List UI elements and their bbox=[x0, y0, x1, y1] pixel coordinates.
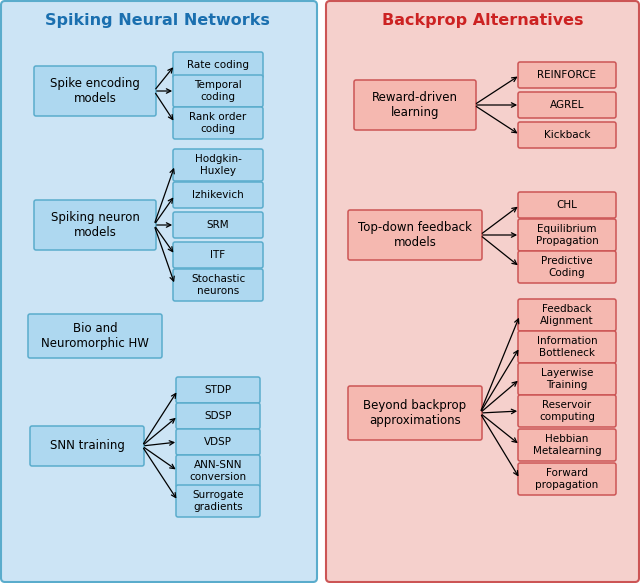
FancyBboxPatch shape bbox=[173, 212, 263, 238]
FancyBboxPatch shape bbox=[518, 395, 616, 427]
Text: Reward-driven
learning: Reward-driven learning bbox=[372, 91, 458, 119]
FancyBboxPatch shape bbox=[348, 210, 482, 260]
Text: Equilibrium
Propagation: Equilibrium Propagation bbox=[536, 224, 598, 246]
FancyBboxPatch shape bbox=[173, 182, 263, 208]
Text: Feedback
Alignment: Feedback Alignment bbox=[540, 304, 594, 326]
FancyBboxPatch shape bbox=[518, 463, 616, 495]
Text: Kickback: Kickback bbox=[544, 130, 590, 140]
FancyBboxPatch shape bbox=[176, 403, 260, 429]
Text: SNN training: SNN training bbox=[49, 440, 124, 452]
Text: Bio and
Neuromorphic HW: Bio and Neuromorphic HW bbox=[41, 322, 149, 350]
FancyBboxPatch shape bbox=[518, 299, 616, 331]
FancyBboxPatch shape bbox=[326, 1, 639, 582]
FancyBboxPatch shape bbox=[348, 386, 482, 440]
FancyBboxPatch shape bbox=[518, 219, 616, 251]
Text: Spiking Neural Networks: Spiking Neural Networks bbox=[45, 13, 269, 29]
Text: Information
Bottleneck: Information Bottleneck bbox=[537, 336, 597, 358]
Text: Reservoir
computing: Reservoir computing bbox=[539, 400, 595, 422]
Text: AGREL: AGREL bbox=[550, 100, 584, 110]
FancyBboxPatch shape bbox=[176, 485, 260, 517]
FancyBboxPatch shape bbox=[173, 269, 263, 301]
Text: Temporal
coding: Temporal coding bbox=[194, 80, 242, 102]
Text: Spiking neuron
models: Spiking neuron models bbox=[51, 211, 140, 239]
FancyBboxPatch shape bbox=[173, 242, 263, 268]
FancyBboxPatch shape bbox=[30, 426, 144, 466]
FancyBboxPatch shape bbox=[176, 429, 260, 455]
FancyBboxPatch shape bbox=[173, 75, 263, 107]
Text: Predictive
Coding: Predictive Coding bbox=[541, 256, 593, 278]
Text: Surrogate
gradients: Surrogate gradients bbox=[192, 490, 244, 512]
Text: Izhikevich: Izhikevich bbox=[192, 190, 244, 200]
Text: ITF: ITF bbox=[211, 250, 225, 260]
Text: VDSP: VDSP bbox=[204, 437, 232, 447]
Text: Layerwise
Training: Layerwise Training bbox=[541, 368, 593, 390]
Text: REINFORCE: REINFORCE bbox=[538, 70, 596, 80]
Text: SRM: SRM bbox=[207, 220, 229, 230]
FancyBboxPatch shape bbox=[34, 200, 156, 250]
Text: Stochastic
neurons: Stochastic neurons bbox=[191, 274, 245, 296]
Text: Beyond backprop
approximations: Beyond backprop approximations bbox=[364, 399, 467, 427]
FancyBboxPatch shape bbox=[34, 66, 156, 116]
FancyBboxPatch shape bbox=[173, 52, 263, 78]
Text: CHL: CHL bbox=[557, 200, 577, 210]
FancyBboxPatch shape bbox=[518, 192, 616, 218]
Text: STDP: STDP bbox=[204, 385, 232, 395]
Text: Spike encoding
models: Spike encoding models bbox=[50, 77, 140, 105]
Text: Forward
propagation: Forward propagation bbox=[536, 468, 598, 490]
FancyBboxPatch shape bbox=[1, 1, 317, 582]
FancyBboxPatch shape bbox=[176, 377, 260, 403]
Text: SDSP: SDSP bbox=[204, 411, 232, 421]
Text: Hebbian
Metalearning: Hebbian Metalearning bbox=[532, 434, 602, 456]
FancyBboxPatch shape bbox=[173, 107, 263, 139]
Text: Rank order
coding: Rank order coding bbox=[189, 112, 246, 134]
FancyBboxPatch shape bbox=[518, 363, 616, 395]
Text: Hodgkin-
Huxley: Hodgkin- Huxley bbox=[195, 154, 241, 176]
FancyBboxPatch shape bbox=[518, 429, 616, 461]
FancyBboxPatch shape bbox=[354, 80, 476, 130]
FancyBboxPatch shape bbox=[518, 331, 616, 363]
Text: ANN-SNN
conversion: ANN-SNN conversion bbox=[189, 460, 246, 482]
FancyBboxPatch shape bbox=[28, 314, 162, 358]
FancyBboxPatch shape bbox=[173, 149, 263, 181]
Text: Rate coding: Rate coding bbox=[187, 60, 249, 70]
FancyBboxPatch shape bbox=[518, 122, 616, 148]
FancyBboxPatch shape bbox=[518, 62, 616, 88]
FancyBboxPatch shape bbox=[176, 455, 260, 487]
Text: Top-down feedback
models: Top-down feedback models bbox=[358, 221, 472, 249]
FancyBboxPatch shape bbox=[518, 251, 616, 283]
Text: Backprop Alternatives: Backprop Alternatives bbox=[382, 13, 584, 29]
FancyBboxPatch shape bbox=[518, 92, 616, 118]
